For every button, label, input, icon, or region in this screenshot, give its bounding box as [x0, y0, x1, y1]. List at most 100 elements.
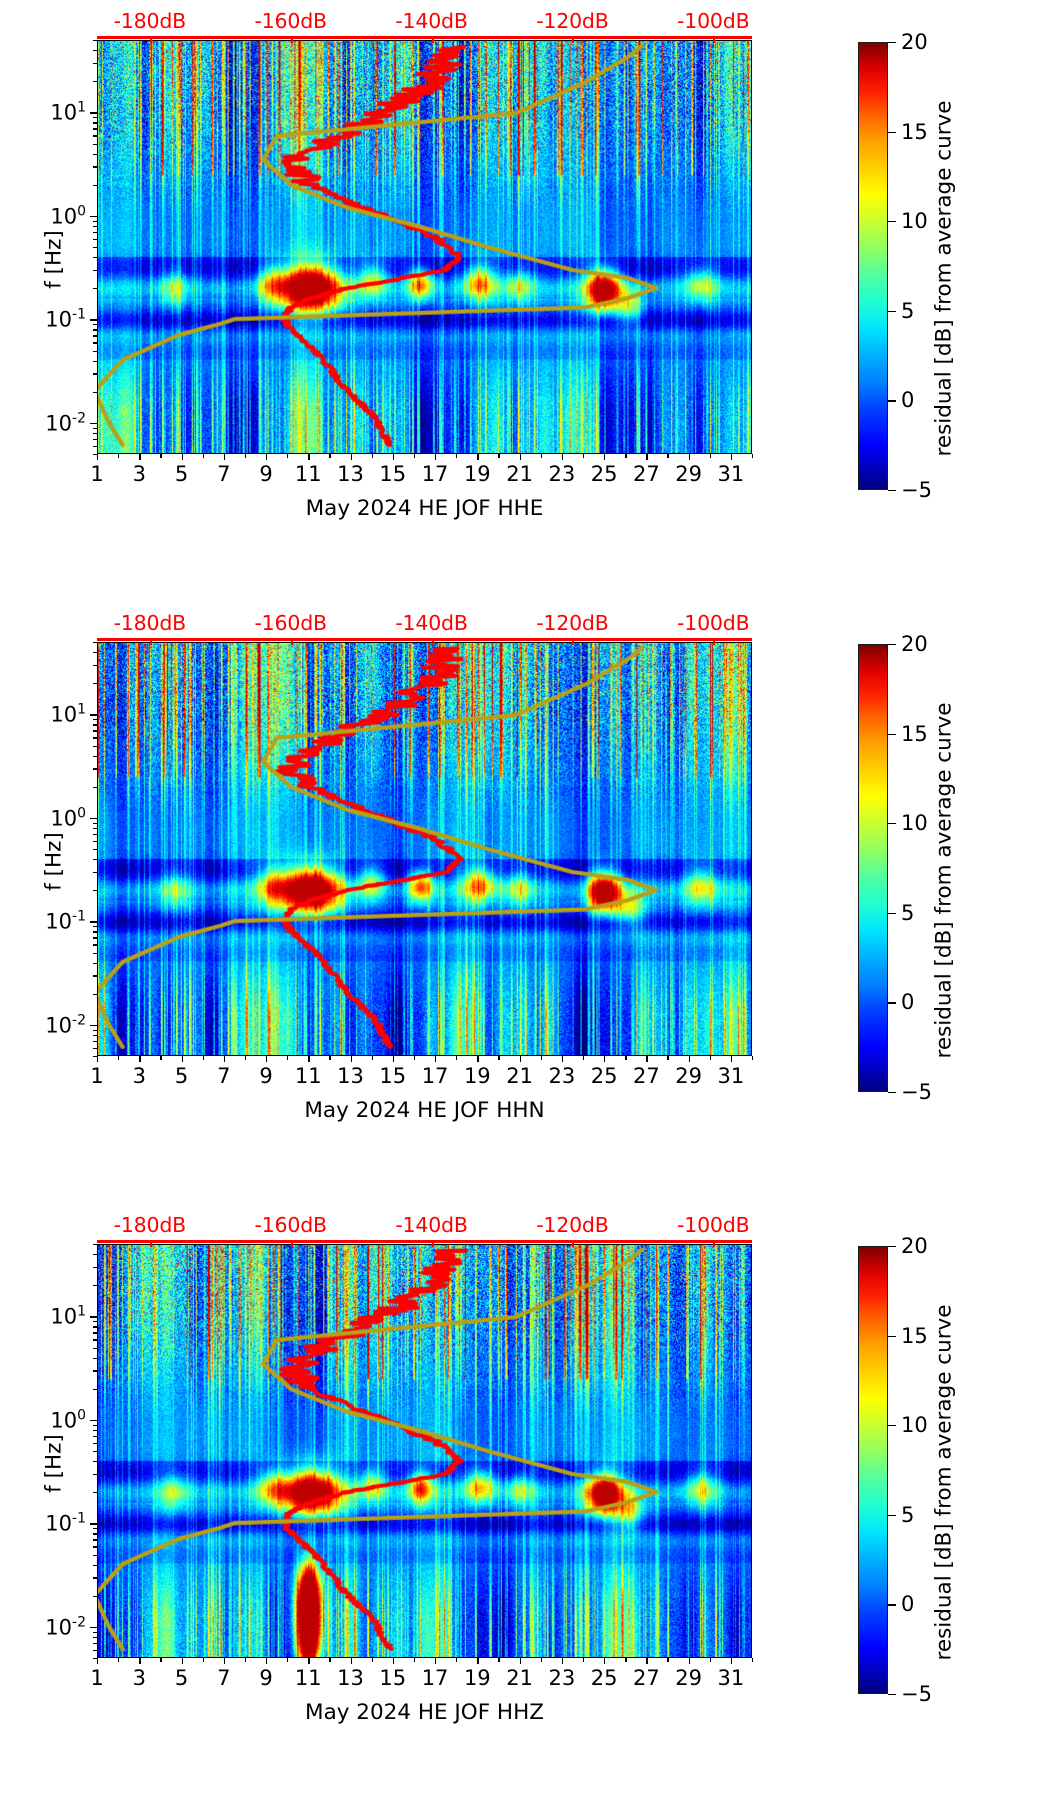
y-axis-tick-minor	[93, 1029, 97, 1031]
y-axis-tick-minor	[93, 238, 97, 241]
x-axis-tick-label: 23	[548, 1064, 576, 1088]
y-axis-tick-minor	[93, 135, 97, 137]
x-axis-tick-minor	[625, 1056, 627, 1060]
spectrogram-image-1	[98, 41, 751, 453]
spectrogram-axes-1[interactable]	[97, 40, 752, 454]
colorbar-2	[858, 644, 888, 1092]
colorbar-tick-label: −5	[901, 1682, 932, 1706]
x-axis-tick-label: 21	[506, 1666, 533, 1690]
x-axis-tick-minor	[287, 454, 289, 458]
x-axis-tick-minor	[540, 454, 542, 458]
top-axis-tick	[290, 1240, 293, 1247]
y-axis-tick-minor	[93, 1047, 97, 1050]
x-axis-tick-minor	[667, 1056, 669, 1060]
y-axis-tick-minor	[93, 1539, 97, 1541]
x-axis-tick-major	[308, 454, 310, 460]
top-axis-tick	[431, 36, 434, 43]
colorbar-tick	[888, 1514, 896, 1517]
y-axis-tick-label: 100	[50, 1407, 86, 1433]
panel-hhn: f [Hz] May 2024 HE JOF HHN residual [dB]…	[0, 602, 1052, 1204]
y-axis-tick-label: 10-1	[45, 1510, 86, 1536]
top-axis-tick	[431, 1240, 434, 1247]
y-axis-tick-minor	[93, 849, 97, 851]
x-axis-tick-label: 29	[675, 1666, 702, 1690]
y-axis-tick-minor	[93, 1321, 97, 1323]
x-axis-tick-minor	[287, 1658, 289, 1662]
x-axis-tick-major	[392, 1056, 395, 1062]
x-axis-tick-major	[350, 454, 352, 460]
x-axis-tick-minor	[540, 1658, 542, 1662]
x-axis-tick-minor	[456, 1056, 458, 1060]
colorbar-tick-label: 15	[901, 119, 928, 144]
y-axis-tick-minor	[93, 1347, 97, 1349]
top-axis-tick	[713, 1240, 716, 1247]
y-axis-tick-minor	[93, 944, 97, 946]
y-axis-tick-major	[90, 714, 97, 716]
colorbar-tick-label: 5	[901, 900, 915, 925]
top-axis-tick-label: -140dB	[395, 611, 468, 635]
top-axis-tick	[713, 638, 716, 645]
y-axis-tick-label: 10-1	[45, 306, 86, 332]
x-axis-tick-minor	[540, 1056, 542, 1060]
y-axis-tick-minor	[93, 1424, 97, 1426]
y-axis-tick-minor	[93, 1631, 97, 1633]
x-axis-tick-major	[435, 1056, 437, 1062]
y-axis-tick-minor	[93, 1040, 97, 1043]
colorbar-tick	[888, 221, 896, 223]
y-axis-tick-minor	[93, 1254, 97, 1256]
x-axis-tick-label: 29	[675, 462, 702, 486]
x-axis-tick-label: 5	[174, 1666, 189, 1690]
top-axis-tick	[149, 638, 152, 645]
x-axis-tick-minor	[371, 1056, 373, 1060]
y-axis-tick-major	[90, 817, 97, 820]
x-axis-tick-minor	[329, 1056, 331, 1060]
x-axis-tick-major	[561, 1658, 564, 1664]
x-axis-tick-major	[646, 454, 648, 460]
x-axis-title-3: May 2024 HE JOF HHZ	[305, 1700, 544, 1725]
y-axis-tick-minor	[93, 1528, 97, 1530]
y-axis-tick-label: 101	[50, 99, 86, 125]
colorbar-tick-label: 0	[901, 388, 915, 413]
spectrogram-axes-2[interactable]	[97, 642, 752, 1056]
x-axis-tick-label: 19	[463, 1064, 491, 1088]
x-axis-tick-minor	[202, 454, 204, 458]
colorbar-tick	[888, 733, 896, 735]
top-axis-tick-label: -180dB	[113, 9, 187, 33]
y-axis-tick-minor	[93, 1332, 97, 1334]
x-axis-tick-label: 31	[717, 1064, 745, 1088]
y-axis-tick-minor	[93, 1326, 97, 1328]
y-axis-tick-minor	[93, 840, 97, 843]
y-axis-tick-minor	[93, 143, 97, 145]
x-axis-tick-minor	[498, 1056, 500, 1060]
x-axis-tick-label: 7	[217, 1666, 231, 1690]
colorbar-1	[858, 42, 888, 490]
colorbar-tick	[888, 912, 896, 915]
colorbar-3	[858, 1246, 888, 1694]
colorbar-tick-label: 5	[901, 1502, 915, 1527]
y-axis-tick-minor	[93, 225, 97, 228]
x-axis-tick-minor	[582, 1658, 585, 1662]
x-axis-tick-label: 11	[294, 1666, 322, 1690]
x-axis-tick-minor	[244, 1056, 247, 1060]
x-axis-tick-minor	[371, 454, 373, 458]
top-axis-tick	[572, 638, 575, 645]
colorbar-tick	[888, 823, 896, 825]
y-axis-tick-minor	[93, 1388, 97, 1390]
y-axis-tick-minor	[93, 128, 97, 130]
y-axis-tick-minor	[93, 1266, 97, 1269]
y-axis-tick-minor	[93, 1636, 97, 1639]
spectrogram-axes-3[interactable]	[97, 1244, 752, 1658]
y-axis-tick-minor	[93, 1370, 97, 1372]
y-axis-tick-minor	[93, 719, 97, 721]
x-axis-tick-label: 1	[90, 462, 104, 486]
x-axis-tick-label: 9	[259, 1666, 273, 1690]
y-axis-tick-minor	[93, 153, 97, 155]
y-axis-tick-minor	[93, 1649, 97, 1652]
y-axis-tick-minor	[93, 288, 97, 290]
x-axis-tick-major	[392, 1658, 395, 1664]
colorbar-tick	[888, 310, 896, 313]
x-axis-tick-major	[308, 1056, 310, 1062]
top-axis-tick-label: -160dB	[254, 9, 327, 33]
top-axis-tick-label: -100dB	[677, 1213, 750, 1237]
